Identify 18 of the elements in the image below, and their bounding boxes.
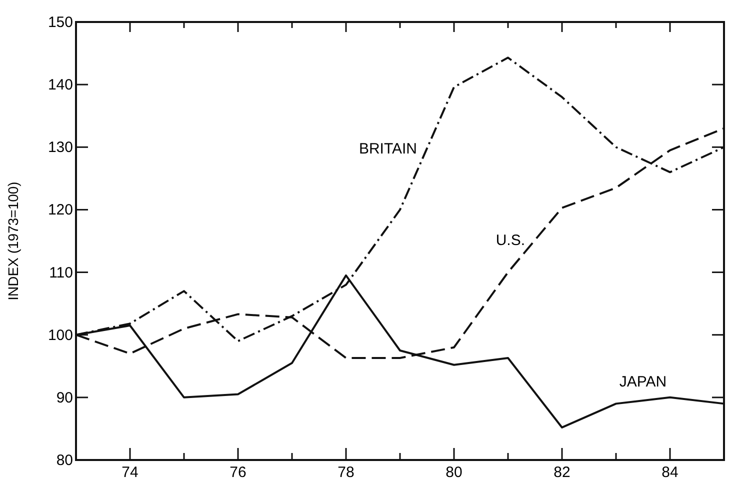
series-label: JAPAN xyxy=(619,374,667,391)
y-tick-label: 100 xyxy=(48,326,73,344)
x-tick-label: 76 xyxy=(230,464,246,481)
y-tick-label: 80 xyxy=(56,452,73,469)
x-tick-label: 74 xyxy=(122,464,138,481)
y-axis-title: INDEX (1973=100) xyxy=(5,182,21,300)
series-label: BRITAIN xyxy=(358,140,417,158)
x-tick-label: 78 xyxy=(338,464,354,481)
x-tick-label: 84 xyxy=(662,464,678,481)
y-tick-label: 90 xyxy=(56,389,73,406)
series-label: U.S. xyxy=(496,232,525,250)
y-tick-label: 140 xyxy=(48,76,73,94)
x-tick-label: 82 xyxy=(554,464,570,481)
y-tick-label: 120 xyxy=(48,202,73,219)
x-tick-label: 80 xyxy=(446,464,462,481)
y-tick-label: 130 xyxy=(48,139,73,156)
y-tick-label: 110 xyxy=(49,264,73,282)
y-tick-label: 150 xyxy=(48,14,73,31)
